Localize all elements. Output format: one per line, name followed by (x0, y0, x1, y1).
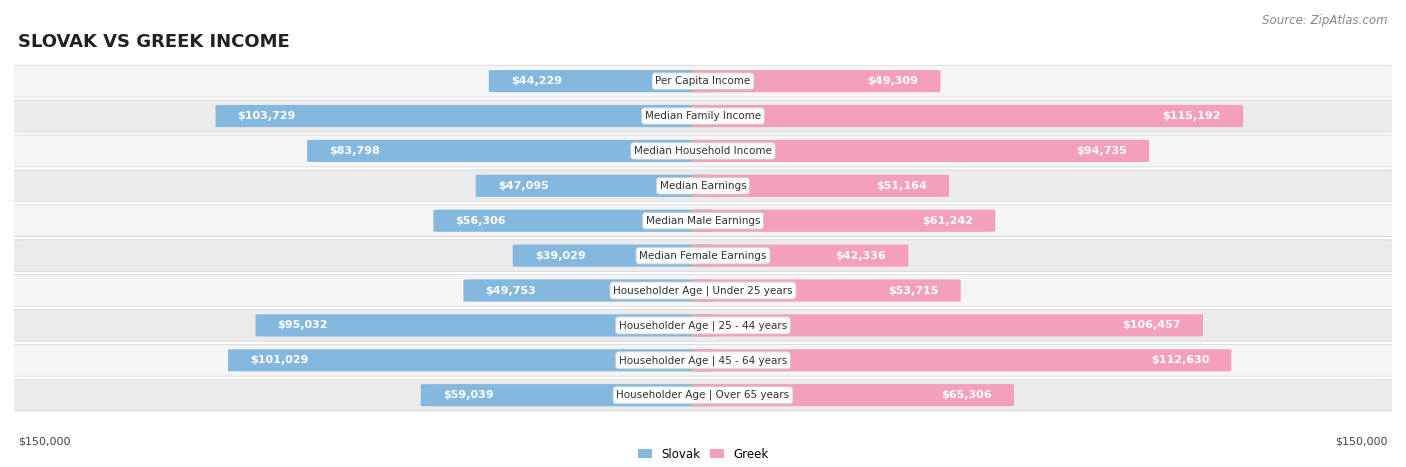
Text: $59,039: $59,039 (443, 390, 494, 400)
Text: $42,336: $42,336 (835, 251, 886, 261)
FancyBboxPatch shape (692, 349, 1232, 371)
FancyBboxPatch shape (692, 105, 1243, 127)
Text: Median Earnings: Median Earnings (659, 181, 747, 191)
Text: Median Male Earnings: Median Male Earnings (645, 216, 761, 226)
Text: $112,630: $112,630 (1152, 355, 1209, 365)
FancyBboxPatch shape (4, 379, 1402, 411)
FancyBboxPatch shape (692, 70, 941, 92)
Text: $44,229: $44,229 (510, 76, 562, 86)
Text: $61,242: $61,242 (922, 216, 973, 226)
Text: $56,306: $56,306 (456, 216, 506, 226)
FancyBboxPatch shape (4, 100, 1402, 132)
Legend: Slovak, Greek: Slovak, Greek (633, 443, 773, 466)
FancyBboxPatch shape (513, 245, 714, 267)
FancyBboxPatch shape (489, 70, 714, 92)
Text: $101,029: $101,029 (250, 355, 308, 365)
Text: Median Female Earnings: Median Female Earnings (640, 251, 766, 261)
FancyBboxPatch shape (692, 175, 949, 197)
Text: SLOVAK VS GREEK INCOME: SLOVAK VS GREEK INCOME (18, 33, 290, 51)
Text: $103,729: $103,729 (238, 111, 297, 121)
FancyBboxPatch shape (692, 314, 1204, 337)
FancyBboxPatch shape (4, 135, 1402, 167)
Text: Householder Age | 45 - 64 years: Householder Age | 45 - 64 years (619, 355, 787, 366)
FancyBboxPatch shape (464, 279, 714, 302)
Text: $94,735: $94,735 (1077, 146, 1128, 156)
FancyBboxPatch shape (692, 384, 1014, 406)
Text: Householder Age | Under 25 years: Householder Age | Under 25 years (613, 285, 793, 296)
FancyBboxPatch shape (4, 275, 1402, 306)
FancyBboxPatch shape (475, 175, 714, 197)
Text: Median Family Income: Median Family Income (645, 111, 761, 121)
Text: $39,029: $39,029 (534, 251, 585, 261)
Text: Per Capita Income: Per Capita Income (655, 76, 751, 86)
FancyBboxPatch shape (692, 245, 908, 267)
FancyBboxPatch shape (4, 170, 1402, 202)
FancyBboxPatch shape (4, 345, 1402, 376)
FancyBboxPatch shape (4, 205, 1402, 237)
Text: $95,032: $95,032 (277, 320, 328, 330)
FancyBboxPatch shape (433, 210, 714, 232)
FancyBboxPatch shape (215, 105, 714, 127)
FancyBboxPatch shape (692, 279, 960, 302)
FancyBboxPatch shape (307, 140, 714, 162)
Text: $49,309: $49,309 (868, 76, 918, 86)
Text: $150,000: $150,000 (1336, 436, 1388, 446)
Text: $83,798: $83,798 (329, 146, 380, 156)
Text: $115,192: $115,192 (1163, 111, 1220, 121)
FancyBboxPatch shape (4, 65, 1402, 97)
Text: $106,457: $106,457 (1122, 320, 1181, 330)
FancyBboxPatch shape (228, 349, 714, 371)
FancyBboxPatch shape (4, 310, 1402, 341)
FancyBboxPatch shape (692, 210, 995, 232)
Text: Source: ZipAtlas.com: Source: ZipAtlas.com (1263, 14, 1388, 27)
FancyBboxPatch shape (4, 240, 1402, 271)
Text: $51,164: $51,164 (876, 181, 927, 191)
Text: $49,753: $49,753 (485, 285, 536, 296)
Text: Median Household Income: Median Household Income (634, 146, 772, 156)
FancyBboxPatch shape (256, 314, 714, 337)
Text: Householder Age | 25 - 44 years: Householder Age | 25 - 44 years (619, 320, 787, 331)
Text: $47,095: $47,095 (498, 181, 548, 191)
FancyBboxPatch shape (692, 140, 1149, 162)
Text: $150,000: $150,000 (18, 436, 70, 446)
Text: $65,306: $65,306 (941, 390, 991, 400)
FancyBboxPatch shape (420, 384, 714, 406)
Text: $53,715: $53,715 (889, 285, 939, 296)
Text: Householder Age | Over 65 years: Householder Age | Over 65 years (616, 390, 790, 400)
